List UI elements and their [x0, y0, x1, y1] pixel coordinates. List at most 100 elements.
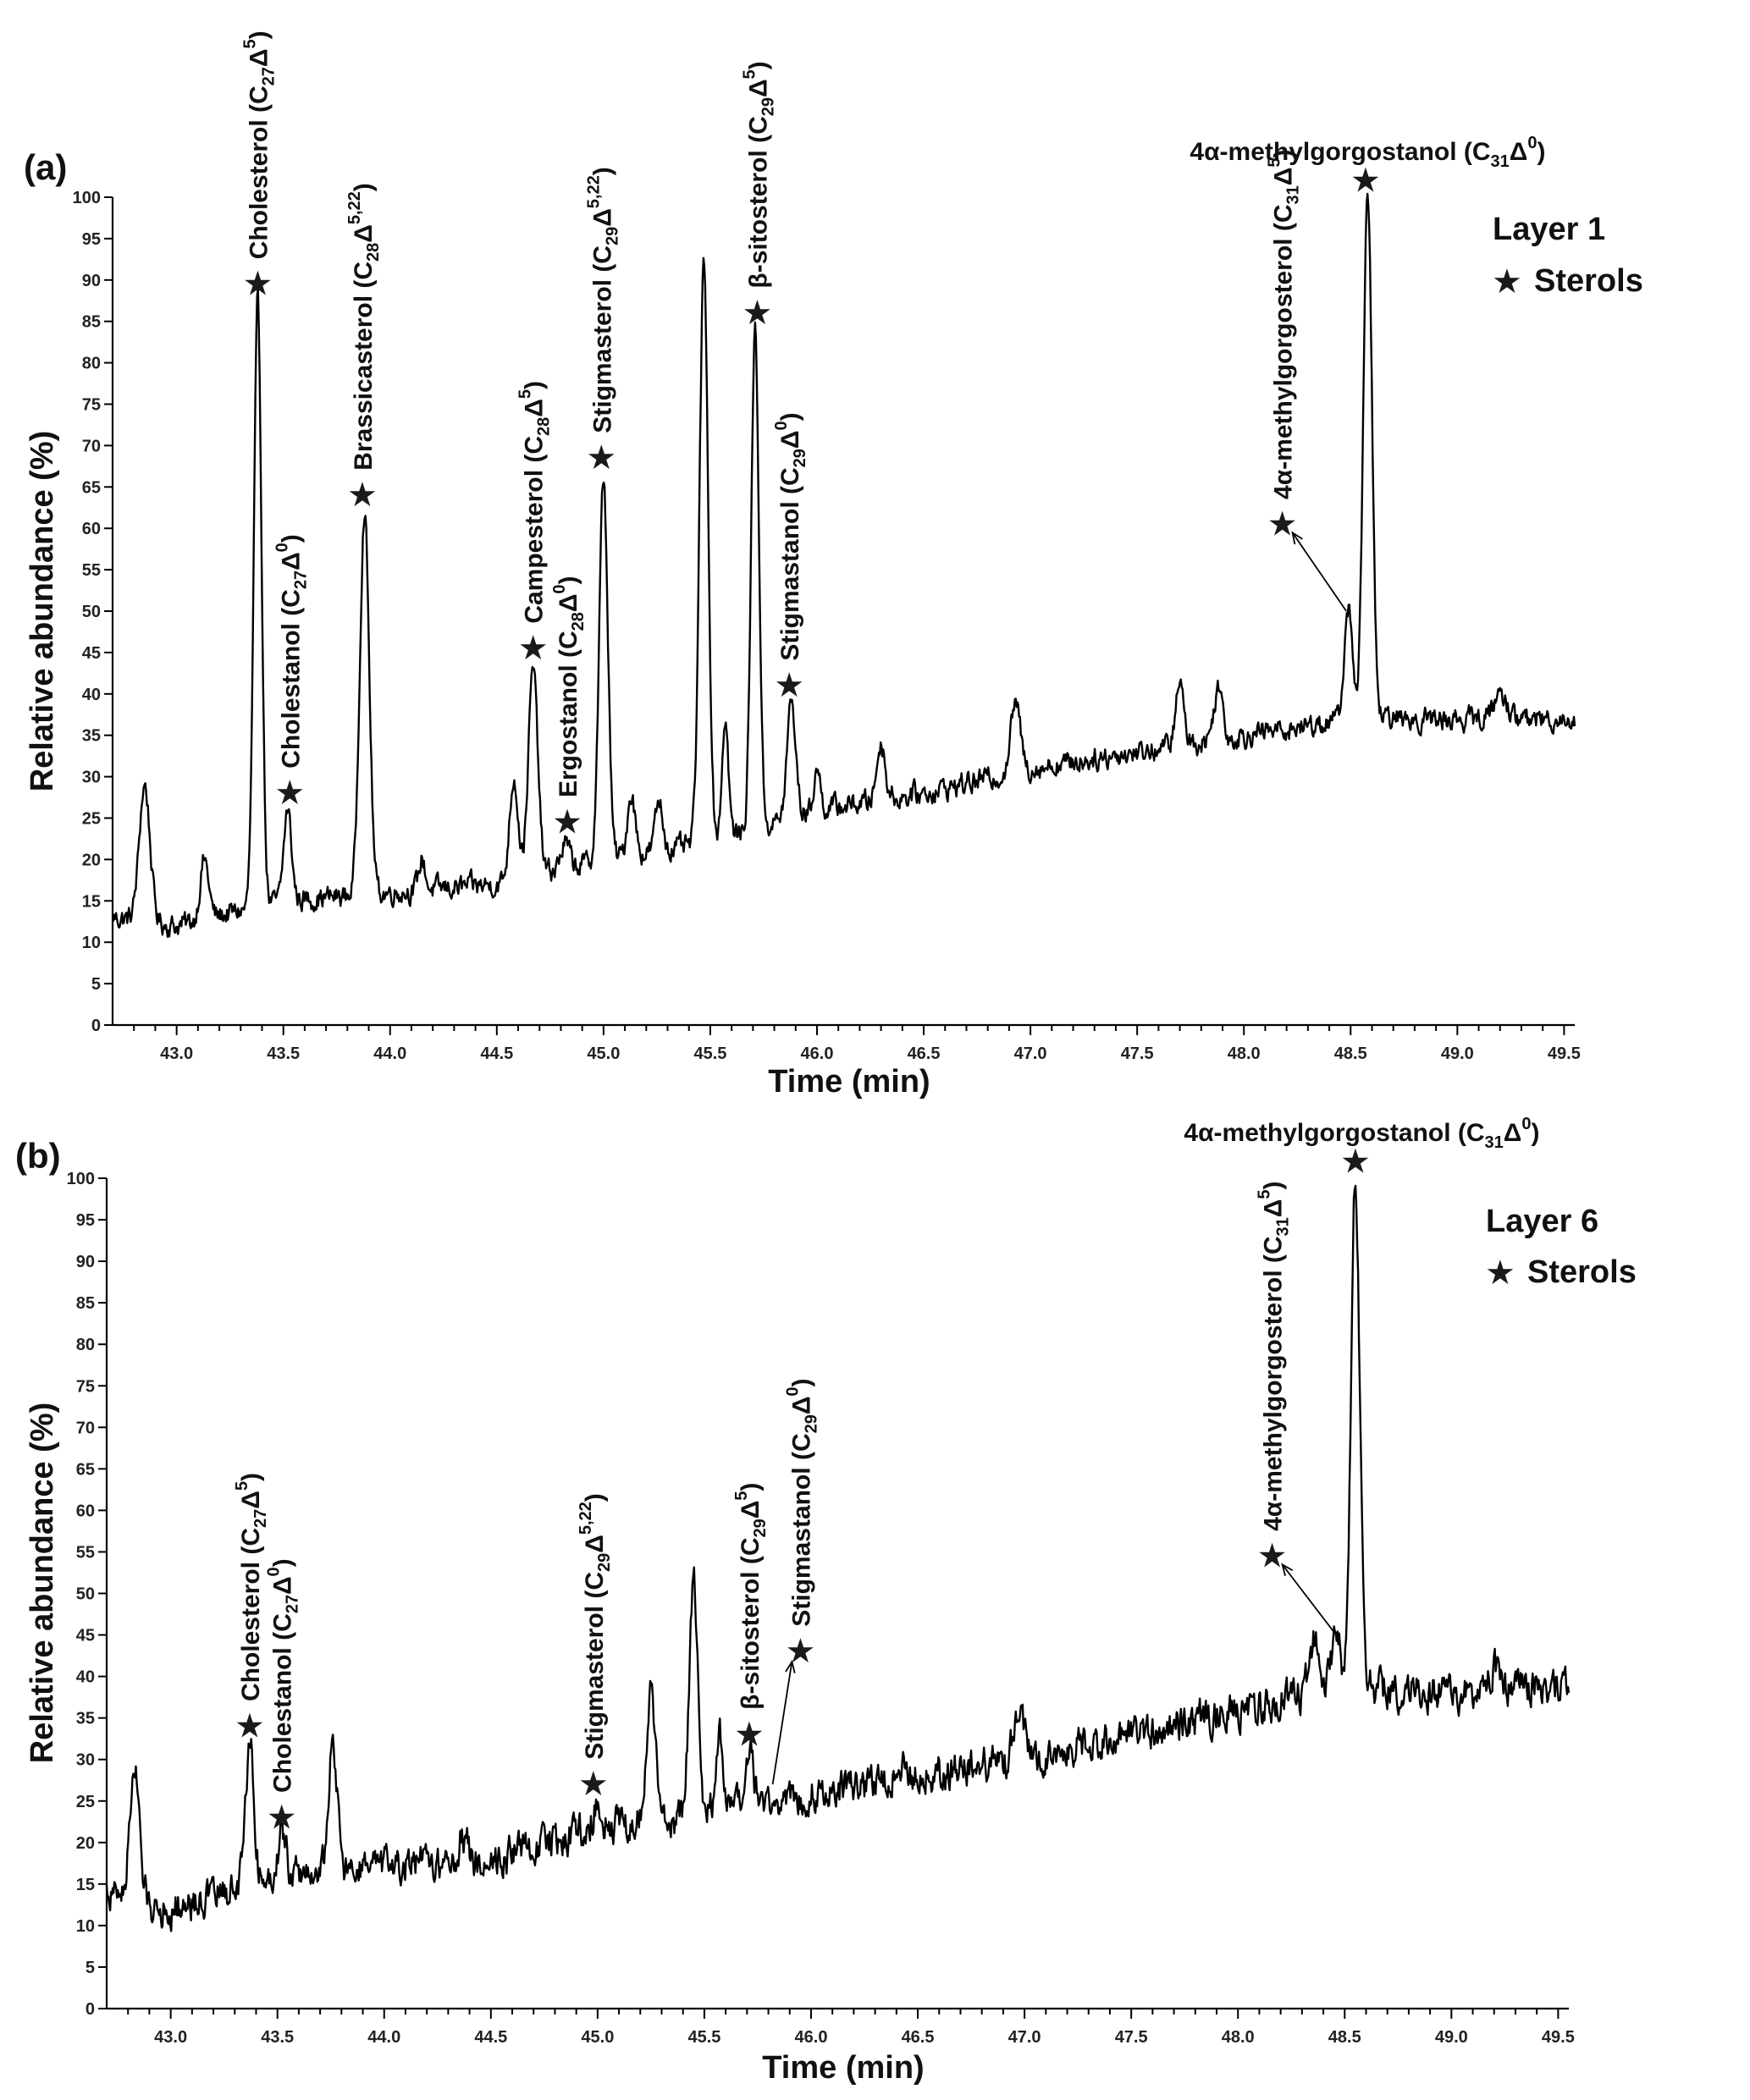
panel-b-peak-label-sub: 29: [751, 1519, 770, 1537]
panel-b-arrow: [1281, 1563, 1337, 1636]
panel-a-peak-label-name: Brassicasterol (C: [350, 262, 378, 471]
panel-a-x-tick-label: 47.5: [1121, 1044, 1154, 1063]
panel-b-peak-label-name: Cholestanol (C: [269, 1613, 297, 1793]
panel-a-peak-label: Stigmasterol (C29Δ5,22): [584, 167, 621, 433]
panel-a-marker-star-icon: ★: [243, 265, 273, 304]
panel-a-peak-label-sup: 5: [516, 389, 535, 399]
panel-a-y-tick-label: 25: [82, 810, 101, 829]
panel-b-label: (b): [15, 1136, 61, 1176]
panel-b-marker-star-icon: ★: [1257, 1536, 1288, 1575]
panel-b-peak-label-sub: 27: [284, 1595, 302, 1613]
panel-b-y-tick-label: 75: [76, 1377, 95, 1396]
panel-b-x-axis-title: Time (min): [762, 2050, 924, 2086]
panel-a-x-tick-label: 47.0: [1014, 1044, 1047, 1063]
panel-b-peak-label-close: ): [581, 1493, 609, 1502]
panel-a-peak-label-sub: 27: [259, 67, 278, 85]
panel-a-peak-label-sub: 31: [1491, 152, 1510, 171]
panel-a-peak-label: 4α-methylgorgosterol (C31Δ5): [1266, 150, 1303, 499]
panel-a-y-tick-label: 95: [82, 230, 101, 249]
panel-a-marker-star-icon: ★: [274, 774, 305, 813]
panel-b-peak-label-sub: 29: [595, 1553, 614, 1572]
panel-a-y-tick-label: 15: [82, 892, 101, 911]
panel-b-y-tick-label: 10: [76, 1917, 95, 1936]
panel-a-y-tick-label: 45: [82, 644, 101, 663]
panel-a-y-tick-label: 90: [82, 272, 101, 290]
panel-a-peak-label-name: 4α-methylgorgostanol (C: [1190, 138, 1490, 166]
panel-a-y-tick-label: 100: [73, 189, 101, 207]
panel-a-label: (a): [24, 147, 67, 187]
panel-a-peak-label-delta: Δ: [521, 399, 549, 417]
panel-b-y-tick-label: 100: [67, 1170, 95, 1188]
panel-a-peak-label: Cholestanol (C27Δ0): [273, 534, 310, 769]
panel-b-peak-label-delta: Δ: [1504, 1119, 1522, 1147]
panel-a-marker-star-icon: ★: [742, 294, 772, 333]
panel-a-legend: Layer 1 ★ Sterols: [1492, 212, 1643, 301]
panel-a-x-tick-label: 45.5: [693, 1044, 726, 1063]
panel-b-y-axis-title: Relative abundance (%): [25, 1403, 60, 1764]
panel-b-legend-star-icon: ★: [1485, 1254, 1515, 1293]
panel-b-y-tick-label: 85: [76, 1294, 95, 1313]
panel-b-peak-label-name: Stigmastanol (C: [787, 1433, 815, 1626]
panel-a-peak-label-close: ): [1537, 138, 1545, 166]
panel-a-marker-star-icon: ★: [518, 629, 549, 668]
panel-a-y-tick-label: 35: [82, 727, 101, 746]
panel-a-peak-label-close: ): [555, 576, 582, 584]
panel-a-y-tick-label: 0: [91, 1017, 101, 1035]
panel-b-peak-label-name: 4α-methylgorgosterol (C: [1260, 1236, 1288, 1530]
panel-b-x-tick-label: 46.5: [902, 2028, 935, 2047]
panel-a-peak-label: Cholesterol (C27Δ5): [240, 30, 278, 259]
panel-b-x-tick-label: 48.5: [1328, 2028, 1361, 2047]
panel-a-y-tick-label: 75: [82, 396, 101, 415]
panel-a-peak-label-sup: 5,22: [584, 175, 603, 208]
panel-a-legend-layer: Layer 1: [1493, 212, 1605, 247]
panel-b-peak-label: β-sitosterol (C29Δ5): [732, 1483, 770, 1710]
panel-b-trace: [105, 1184, 1571, 1932]
panel-b-peak-label-sup: 5,22: [577, 1502, 595, 1535]
panel-b-peak-label: Cholestanol (C27Δ0): [265, 1558, 302, 1793]
panel-a-peak-label-sup: 5: [240, 39, 259, 48]
panel-a-x-tick-label: 45.0: [587, 1044, 620, 1063]
panel-a-y-tick-label: 40: [82, 686, 101, 704]
panel-b-marker-star-icon: ★: [578, 1765, 609, 1804]
panel-b-peak-label-close: ): [1260, 1182, 1288, 1190]
panel-a-peak-label-delta: Δ: [1270, 168, 1298, 186]
panel-a-peak-label-delta: Δ: [555, 594, 582, 613]
panel-b-legend-layer: Layer 6: [1486, 1204, 1598, 1239]
panel-a-y-tick-label: 65: [82, 478, 101, 497]
panel-a-peak-label-sub: 29: [759, 97, 777, 116]
panel-b-legend: Layer 6 ★ Sterols: [1485, 1204, 1637, 1293]
panel-a-peak-label-delta: Δ: [744, 79, 772, 97]
panel-b-peak-label-close: ): [737, 1483, 765, 1491]
panel-b-peak-label-sup: 5: [233, 1481, 251, 1491]
panel-b-y-tick-label: 70: [76, 1419, 95, 1437]
panel-a-peak-label-sub: 28: [364, 243, 383, 262]
panel-b-x-tick-label: 45.5: [687, 2028, 720, 2047]
panel-a-peak-label-sup: 0: [550, 584, 569, 593]
panel-a-x-tick-label: 48.5: [1334, 1044, 1367, 1063]
panel-a-peak-label-delta: Δ: [588, 208, 616, 227]
panel-a-peak-label-sup: 0: [772, 421, 791, 430]
panel-b-y-tick-label: 5: [86, 1959, 95, 1977]
panel-a-peak-label-close: ): [1270, 150, 1298, 158]
panel-b-x-tick-label: 47.5: [1115, 2028, 1148, 2047]
panel-a-y-tick-label: 55: [82, 561, 101, 580]
panel-b-x-tick-label: 44.0: [367, 2028, 400, 2047]
panel-a-x-tick-label: 44.5: [480, 1044, 513, 1063]
panel-a-peak-label-delta: Δ: [1510, 138, 1528, 166]
panel-a-peak-label-name: 4α-methylgorgosterol (C: [1270, 204, 1298, 499]
panel-b-marker-star-icon: ★: [734, 1715, 765, 1754]
panel-b-peak-label-sup: 0: [783, 1386, 802, 1396]
panel-a-peak-label-close: ): [521, 381, 549, 389]
panel-a-y-ticks: 0 5 10 15 20 25 30 35 40 45 50 55 60 65 70 75 80 85 90 95 10…: [73, 189, 113, 1035]
panel-a-peak-label-close: ): [776, 412, 804, 421]
panel-b-y-tick-label: 30: [76, 1751, 95, 1770]
panel-b-x-tick-label: 43.5: [261, 2028, 294, 2047]
panel-b-peak-label-delta: Δ: [237, 1491, 265, 1509]
panel-a-y-tick-label: 80: [82, 355, 101, 373]
panel-b-peak-label-sup: 0: [265, 1567, 284, 1576]
panel-b-x-tick-label: 47.0: [1008, 2028, 1041, 2047]
panel-a-peak-label-sub: 29: [791, 449, 809, 467]
panel-b-peak-label-delta: Δ: [269, 1576, 297, 1595]
panel-a-x-ticks: 43.0 43.5 44.0 44.5 45.0 45.5 46.0 46.5 47.0 47.5…: [133, 1025, 1581, 1063]
panel-a-peak-label-delta: Δ: [245, 49, 273, 68]
